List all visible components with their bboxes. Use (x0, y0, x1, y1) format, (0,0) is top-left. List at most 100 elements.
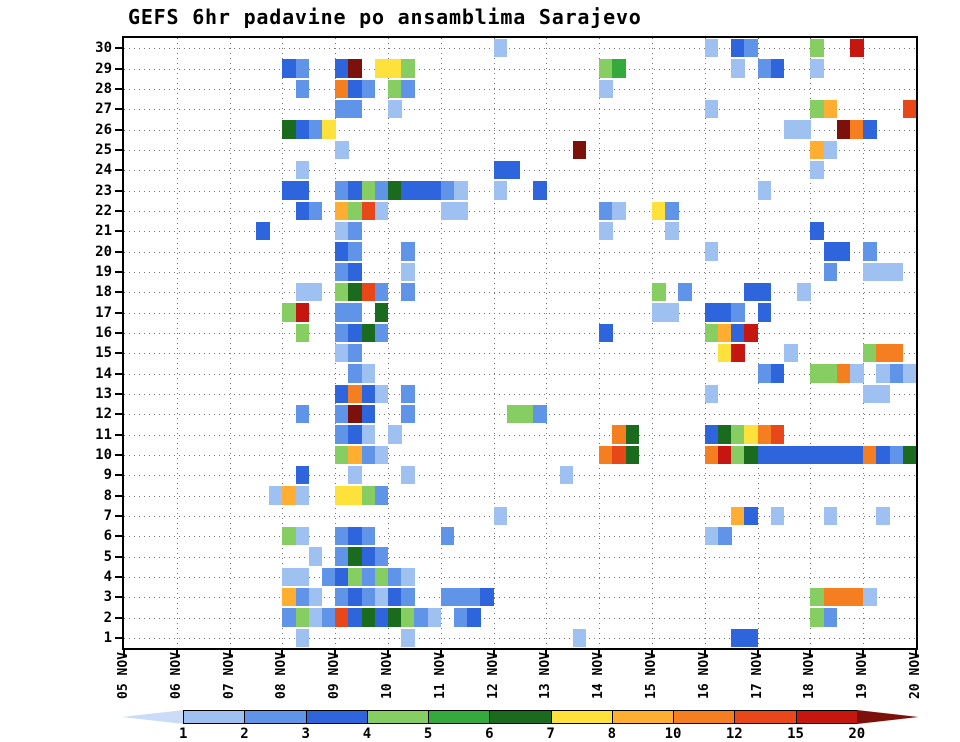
h-gridline (124, 88, 916, 90)
heatmap-cell (374, 567, 389, 586)
heatmap-cell (361, 567, 376, 586)
y-axis-tick (115, 392, 122, 395)
y-axis-label: 8 (103, 487, 112, 504)
heatmap-cell (361, 425, 376, 444)
heatmap-cell (665, 222, 679, 241)
colorbar-label: 6 (485, 726, 494, 742)
heatmap-cell (282, 527, 297, 546)
heatmap-cell (414, 608, 429, 627)
h-gridline (124, 617, 916, 619)
heatmap-cell (797, 283, 811, 302)
heatmap-cell (770, 364, 785, 383)
heatmap-cell (295, 303, 310, 322)
colorbar-segment (489, 710, 552, 724)
heatmap-cell (704, 384, 719, 403)
x-axis-label: 13 NOV (538, 652, 554, 699)
heatmap-cell (335, 405, 349, 424)
y-axis-tick (115, 148, 122, 151)
heatmap-cell (295, 201, 310, 220)
y-axis-tick (115, 636, 122, 639)
h-gridline (124, 454, 916, 456)
h-gridline (124, 434, 916, 436)
heatmap-cell (599, 59, 613, 78)
y-axis-label: 13 (95, 385, 112, 402)
x-axis-tick (175, 650, 178, 657)
heatmap-cell (863, 588, 877, 607)
heatmap-cell (401, 242, 415, 261)
heatmap-cell (599, 222, 613, 241)
heatmap-cell (876, 262, 891, 281)
y-axis-tick (115, 514, 122, 517)
y-axis-label: 1 (103, 629, 112, 646)
h-gridline (124, 637, 916, 639)
heatmap-cell (335, 567, 349, 586)
heatmap-cell (823, 364, 838, 383)
h-gridline (124, 373, 916, 375)
colorbar-label: 1 (179, 726, 188, 742)
heatmap-cell (361, 201, 376, 220)
heatmap-cell (744, 425, 759, 444)
heatmap-cell (335, 323, 349, 342)
heatmap-cell (731, 303, 745, 322)
heatmap-cell (348, 567, 363, 586)
x-axis-tick (862, 650, 865, 657)
y-axis-tick (115, 352, 122, 355)
y-axis-label: 17 (95, 304, 112, 321)
colorbar-segment (366, 710, 429, 724)
heatmap-cell (401, 283, 415, 302)
h-gridline (124, 271, 916, 273)
heatmap-cell (348, 201, 363, 220)
heatmap-cell (599, 79, 613, 98)
y-axis-tick (115, 453, 122, 456)
heatmap-cell (876, 445, 891, 464)
heatmap-cell (770, 425, 785, 444)
heatmap-cell (348, 547, 363, 566)
heatmap-cell (770, 506, 785, 525)
heatmap-cell (718, 445, 732, 464)
heatmap-cell (335, 588, 349, 607)
heatmap-cell (704, 100, 719, 119)
heatmap-cell (282, 59, 297, 78)
heatmap-cell (401, 608, 415, 627)
h-gridline (124, 149, 916, 151)
heatmap-cell (797, 445, 811, 464)
heatmap-cell (454, 181, 468, 200)
y-axis-tick (115, 169, 122, 172)
x-axis-label: 16 NOV (696, 652, 712, 699)
y-axis-tick (115, 270, 122, 273)
x-axis-label: 05 NOV (116, 652, 131, 699)
heatmap-cell (506, 161, 521, 180)
heatmap-cell (863, 344, 877, 363)
v-gridline (229, 38, 231, 648)
heatmap-cell (308, 283, 323, 302)
heatmap-cell (295, 79, 310, 98)
y-axis-tick (115, 291, 122, 294)
heatmap-cell (797, 120, 811, 139)
heatmap-cell (308, 547, 323, 566)
y-axis-label: 28 (95, 80, 112, 97)
heatmap-cell (440, 181, 455, 200)
y-axis-label: 3 (103, 589, 112, 606)
colorbar-segment (305, 710, 368, 724)
y-axis-tick (115, 331, 122, 334)
heatmap-cell (374, 547, 389, 566)
heatmap-cell (335, 283, 349, 302)
heatmap-cell (361, 486, 376, 505)
h-gridline (124, 312, 916, 314)
heatmap-cell (704, 39, 719, 58)
heatmap-cell (731, 506, 745, 525)
x-axis-tick (809, 650, 812, 657)
x-axis-label: 10 NOV (380, 652, 395, 699)
y-axis-tick (115, 413, 122, 416)
heatmap-cell (308, 588, 323, 607)
heatmap-cell (295, 527, 310, 546)
colorbar-label: 12 (725, 726, 743, 742)
heatmap-cell (823, 445, 838, 464)
heatmap-cell (731, 445, 745, 464)
heatmap-cell (784, 344, 798, 363)
y-axis-tick (115, 128, 122, 131)
heatmap-cell (335, 547, 349, 566)
h-gridline (124, 556, 916, 558)
heatmap-cell (374, 59, 389, 78)
v-gridline (440, 38, 442, 648)
